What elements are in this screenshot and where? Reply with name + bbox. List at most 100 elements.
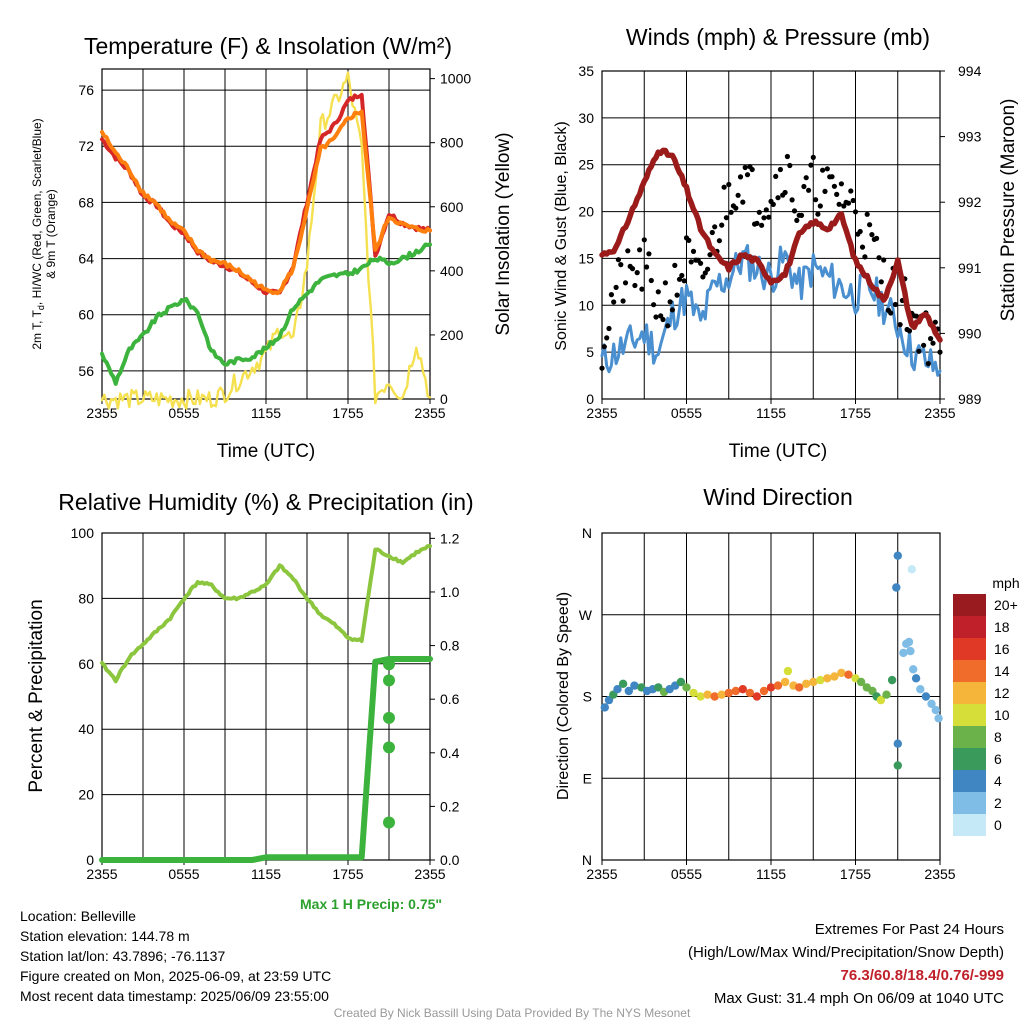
gust-point	[660, 316, 666, 323]
legend-label: 20+	[994, 597, 1018, 613]
direction-point	[893, 739, 902, 748]
direction-point	[654, 683, 663, 692]
x-tick-label: 1155	[251, 405, 281, 421]
y-tick-label-right: 0.8	[440, 638, 460, 654]
gust-point	[667, 299, 673, 305]
y-tick-label-left: 35	[578, 63, 594, 79]
extremes-subtitle: (High/Low/Max Wind/Precipitation/Snow De…	[688, 944, 1004, 961]
legend-swatch	[953, 704, 986, 726]
winds-panel: Winds (mph) & Pressure (mb) Time (UTC) S…	[553, 24, 1019, 462]
y-tick-label-left: 100	[71, 525, 95, 541]
gust-point	[606, 325, 612, 332]
gust-point	[632, 282, 638, 289]
temperature-panel: Temperature (F) & Insolation (W/m²) Time…	[30, 33, 514, 462]
temperature-ylabel-right: Solar Insolation (Yellow)	[493, 132, 514, 335]
y-tick-label-right: 0.4	[440, 745, 460, 761]
gust-point	[686, 237, 692, 243]
direction-point	[752, 692, 762, 701]
humidity-panel: Relative Humidity (%) & Precipitation (i…	[26, 489, 474, 793]
direction-point	[911, 674, 921, 683]
figure-created: Figure created on Mon, 2025-06-09, at 23…	[20, 968, 332, 984]
winds-ylabel-right: Station Pressure (Maroon)	[998, 99, 1019, 322]
wind-direction-ylabel: Direction (Colored By Speed)	[555, 592, 572, 800]
gust-point	[782, 189, 788, 196]
gust-point	[777, 166, 784, 173]
gust-point	[862, 254, 868, 260]
legend-swatch	[953, 594, 986, 616]
direction-point	[783, 666, 793, 676]
direction-point	[916, 685, 925, 694]
y-tick-label-direction: E	[583, 770, 592, 786]
legend-label: 12	[994, 685, 1010, 701]
gust-point	[822, 188, 828, 194]
x-tick-label: 2355	[586, 866, 617, 882]
gust-point	[655, 289, 661, 295]
direction-point	[717, 690, 726, 699]
series-line	[100, 242, 432, 386]
credit-text: Created By Nick Bassill Using Data Provi…	[333, 1006, 691, 1020]
y-tick-label-right: 400	[440, 263, 464, 279]
gust-point	[644, 264, 650, 270]
y-tick-label-left: 80	[78, 590, 94, 606]
direction-point	[766, 683, 776, 692]
gust-point	[848, 188, 854, 194]
gust-point	[637, 247, 643, 253]
gust-point	[641, 237, 647, 243]
y-tick-label-right: 1.0	[440, 584, 460, 600]
gust-point	[913, 313, 920, 319]
legend-swatch	[953, 770, 986, 792]
legend-label: 8	[994, 729, 1002, 745]
direction-point	[892, 583, 901, 592]
y-tick-label-right: 600	[440, 199, 464, 215]
gust-point	[712, 224, 718, 230]
gust-point	[756, 209, 762, 215]
direction-point	[795, 683, 804, 692]
direction-point	[837, 668, 846, 678]
y-tick-label-direction: W	[579, 607, 593, 623]
direction-point	[909, 665, 918, 674]
winds-xlabel: Time (UTC)	[729, 441, 828, 462]
gust-point	[897, 322, 903, 328]
legend-title: mph	[992, 575, 1019, 591]
station-location: Location: Belleville	[20, 908, 136, 924]
winds-title: Winds (mph) & Pressure (mb)	[626, 24, 930, 50]
gust-point	[864, 211, 870, 217]
winds-ylabel-left: Sonic Wind & Gust (Blue, Black)	[553, 121, 570, 350]
legend-swatch	[953, 638, 986, 660]
gust-point	[735, 192, 741, 198]
legend-label: 2	[994, 795, 1002, 811]
x-tick-label: 1755	[840, 405, 871, 421]
direction-point	[724, 688, 733, 698]
gust-point	[681, 278, 687, 284]
gust-point	[874, 235, 880, 241]
gust-point	[930, 340, 936, 346]
gust-point	[629, 266, 636, 272]
direction-point	[624, 686, 633, 696]
gust-point	[719, 222, 725, 228]
direction-point	[882, 690, 891, 699]
x-tick-label: 2355	[924, 405, 955, 421]
direction-point	[745, 688, 755, 698]
x-tick-label: 2355	[414, 866, 445, 882]
y-tick-label-left: 60	[78, 656, 94, 672]
direction-point	[907, 565, 916, 574]
legend-swatch	[953, 726, 986, 748]
direction-point	[710, 692, 719, 701]
gust-point	[888, 310, 894, 316]
direction-point	[731, 686, 740, 696]
direction-point	[689, 688, 698, 698]
x-tick-label: 2355	[414, 405, 445, 421]
gust-point	[829, 174, 835, 180]
y-tick-label-right: 993	[958, 129, 982, 145]
y-tick-label-right: 800	[440, 135, 464, 151]
gust-point	[763, 207, 769, 213]
direction-point	[696, 692, 705, 701]
y-tick-label-right: 0.0	[440, 852, 460, 868]
gust-point	[932, 319, 938, 325]
gust-point	[831, 183, 838, 189]
gust-point	[728, 209, 734, 215]
gust-point	[789, 197, 795, 203]
gust-point	[869, 232, 875, 238]
y-tick-label-left: 64	[78, 251, 94, 267]
